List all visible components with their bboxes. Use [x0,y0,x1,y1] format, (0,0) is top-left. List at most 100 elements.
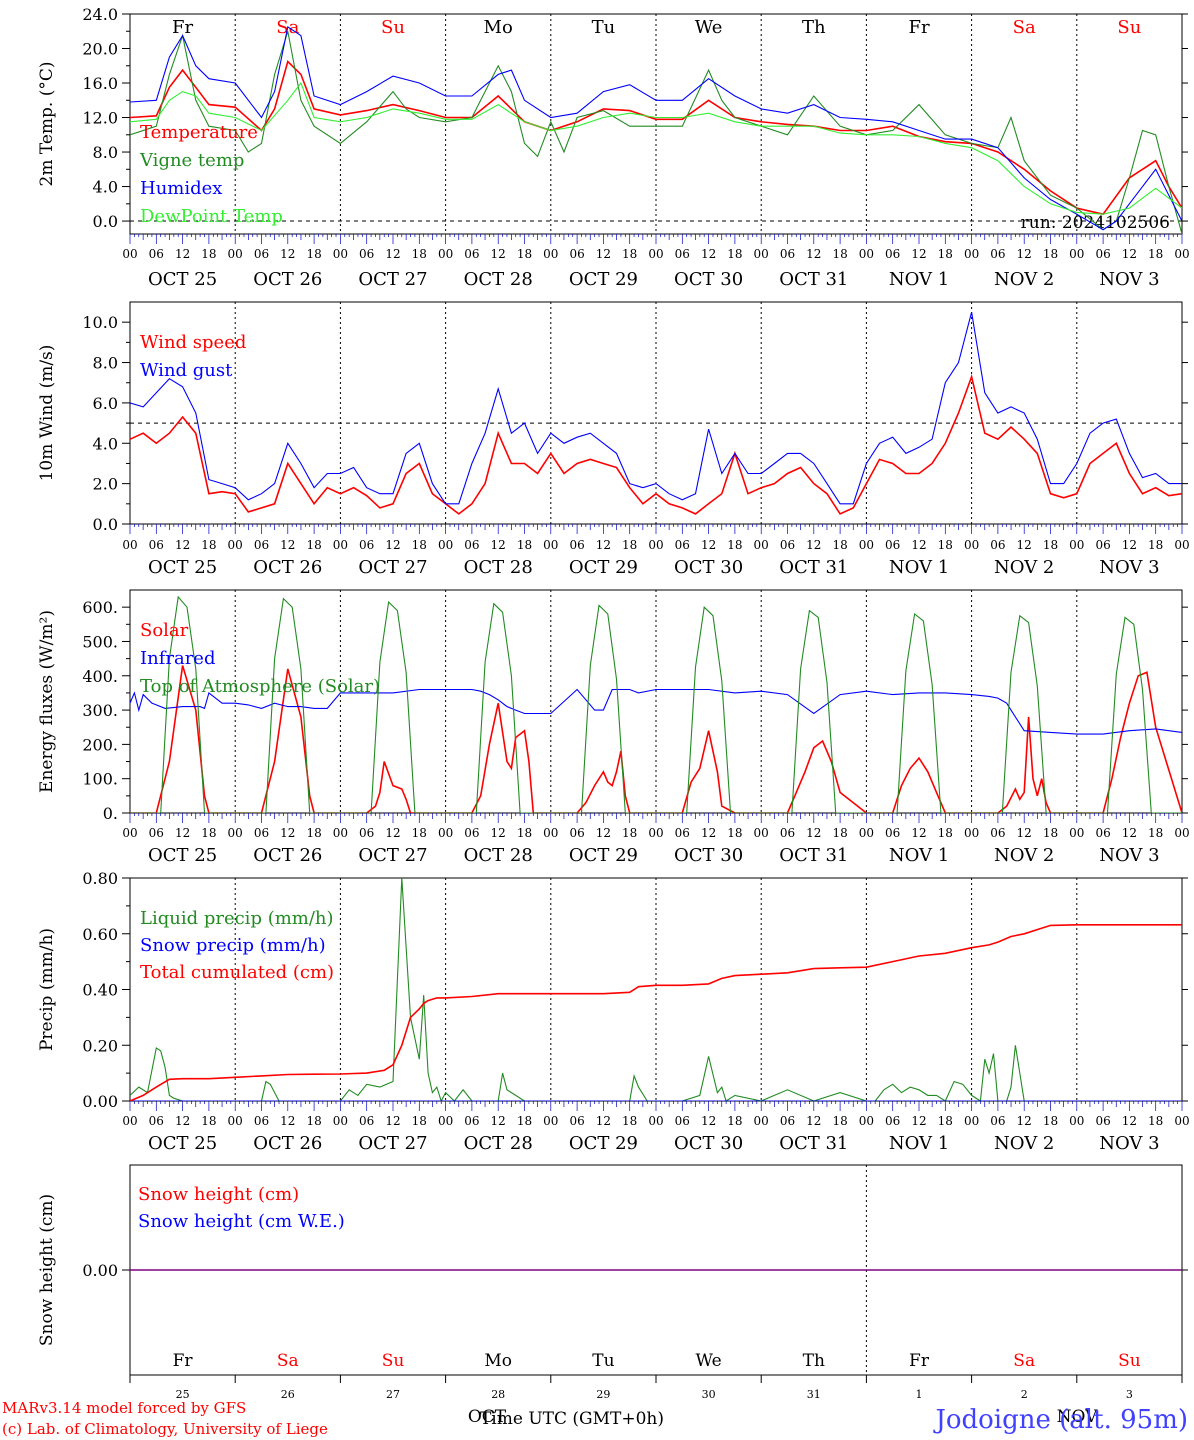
legend-entry: Humidex [140,178,222,199]
x-hour-label: 06 [464,538,479,552]
x-hour-label: 12 [1122,1114,1137,1128]
x-date-label: NOV 1 [889,557,949,578]
x-hour-label: 12 [701,247,716,261]
weekday-label: Su [1117,17,1141,38]
y-tick-label: 20.0 [82,40,118,59]
x-hour-label: 18 [832,247,847,261]
x-hour-label: 12 [911,1114,926,1128]
series-humidex [130,25,1182,231]
x-hour-label: 06 [990,247,1005,261]
x-hour-label: 12 [1017,1114,1032,1128]
y-tick-label: 500. [82,632,118,651]
y-tick-label: 0.0 [93,515,118,534]
x-hour-label: 12 [280,826,295,840]
y-axis-label: 2m Temp. (°C) [37,61,57,186]
y-tick-label: 100. [82,770,118,789]
credit-line-1: MARv3.14 model forced by GFS [2,1399,246,1417]
x-hour-label: 00 [543,826,558,840]
x-hour-label: 18 [938,826,953,840]
x-hour-label: 12 [1122,538,1137,552]
x-hour-label: 00 [859,538,874,552]
x-hour-label: 06 [359,538,374,552]
x-hour-label: 12 [1017,826,1032,840]
x-hour-label: 18 [1148,826,1163,840]
x-date-label: NOV 3 [1099,557,1159,578]
x-hour-label: 06 [885,538,900,552]
x-hour-label: 00 [648,1114,663,1128]
y-tick-label: 0. [103,804,118,823]
x-hour-label: 12 [806,538,821,552]
x-hour-label: 12 [385,1114,400,1128]
x-hour-label: 18 [1148,1114,1163,1128]
day-number-label: 2 [1021,1388,1028,1401]
x-hour-label: 18 [727,538,742,552]
x-hour-label: 18 [201,538,216,552]
x-hour-label: 00 [1174,826,1189,840]
x-hour-label: 00 [859,1114,874,1128]
x-hour-label: 12 [1122,247,1137,261]
x-hour-label: 00 [1069,538,1084,552]
x-hour-label: 18 [412,538,427,552]
x-hour-label: 12 [806,1114,821,1128]
x-hour-label: 00 [964,538,979,552]
y-tick-label: 0.20 [82,1036,118,1055]
station-label: Jodoigne (alt. 95m) [932,1405,1188,1435]
x-date-label: OCT 31 [779,845,848,866]
day-number-label: 1 [916,1388,923,1401]
x-hour-label: 12 [491,826,506,840]
x-hour-label: 18 [412,247,427,261]
x-hour-label: 00 [964,1114,979,1128]
x-hour-label: 00 [1069,826,1084,840]
x-hour-label: 12 [280,247,295,261]
x-hour-label: 18 [412,826,427,840]
x-hour-label: 00 [648,538,663,552]
x-date-label: OCT 25 [148,1133,217,1154]
legend-entry: Solar [140,620,189,641]
x-date-label: OCT 29 [569,1133,638,1154]
legend-entry: Wind gust [140,360,233,381]
series-wind-gust [130,311,1182,505]
x-hour-label: 00 [333,247,348,261]
x-hour-label: 00 [333,538,348,552]
x-hour-label: 06 [990,538,1005,552]
x-hour-label: 06 [569,247,584,261]
x-hour-label: 12 [491,538,506,552]
x-hour-label: 06 [990,826,1005,840]
x-hour-label: 12 [701,826,716,840]
x-hour-label: 12 [175,247,190,261]
x-date-label: NOV 2 [994,1133,1054,1154]
x-hour-label: 06 [464,826,479,840]
x-date-label: NOV 3 [1099,1133,1159,1154]
x-hour-label: 12 [175,538,190,552]
y-tick-label: 300. [82,701,118,720]
x-hour-label: 12 [385,538,400,552]
x-date-label: OCT 25 [148,557,217,578]
y-tick-label: 200. [82,735,118,754]
x-hour-label: 18 [727,1114,742,1128]
overlay-month-left: OCT [468,1407,507,1427]
x-hour-label: 06 [885,1114,900,1128]
legend-entry: Snow precip (mm/h) [140,935,326,956]
y-tick-label: 0.40 [82,981,118,1000]
y-tick-label: 0.00 [82,1261,118,1280]
x-hour-label: 00 [228,538,243,552]
x-hour-label: 06 [885,826,900,840]
x-hour-label: 18 [1043,1114,1058,1128]
x-hour-label: 18 [1043,538,1058,552]
x-date-label: OCT 30 [674,845,743,866]
x-date-label: OCT 31 [779,1133,848,1154]
legend-entry: DewPoint Temp [140,206,283,227]
x-hour-label: 18 [201,1114,216,1128]
legend-entry: Top of Atmosphere (Solar) [140,676,380,697]
weekday-label: Fr [173,1351,194,1371]
x-hour-label: 18 [622,538,637,552]
weekday-label: Sa [1013,1351,1035,1371]
x-hour-label: 06 [569,538,584,552]
x-date-label: OCT 27 [358,1133,427,1154]
x-hour-label: 00 [648,247,663,261]
x-hour-label: 00 [438,247,453,261]
x-date-label: OCT 27 [358,269,427,290]
x-hour-label: 18 [306,826,321,840]
weekday-label: Mo [484,1351,512,1371]
x-hour-label: 00 [438,538,453,552]
